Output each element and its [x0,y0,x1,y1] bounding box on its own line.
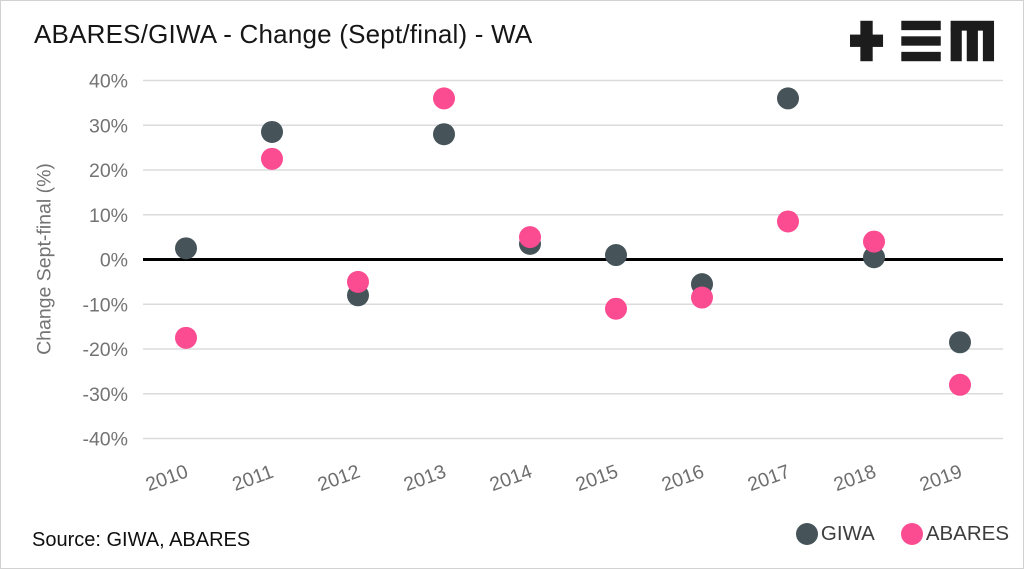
point-abares-2012 [347,270,369,293]
x-tick-label: 2010 [143,461,191,497]
point-giwa-2019 [949,331,971,354]
x-tick-label: 2013 [401,461,449,497]
y-tick-label: 30% [89,115,128,137]
point-giwa-2017 [777,87,799,110]
e-glyph [901,20,941,62]
point-abares-2010 [175,326,197,349]
point-giwa-2015 [605,244,627,267]
point-giwa-2013 [433,123,455,146]
x-tick-label: 2011 [229,461,276,496]
y-tick-label: 20% [89,160,128,182]
x-tick-label: 2016 [659,461,707,497]
chart-title: ABARES/GIWA - Change (Sept/final) - WA [34,19,533,49]
y-tick-label: -40% [82,429,128,451]
point-abares-2018 [863,230,885,253]
point-abares-2015 [605,297,627,320]
legend-label-abares: ABARES [925,522,1009,545]
x-tick-label: 2018 [831,461,879,497]
source-text: Source: GIWA, ABARES [32,529,251,551]
x-tick-label: 2014 [487,461,535,497]
x-tick-label: 2012 [315,461,363,497]
giwa-swatch-icon [795,523,818,545]
point-giwa-2011 [261,120,283,143]
point-abares-2014 [519,226,541,249]
y-tick-label: -30% [82,384,128,406]
y-tick-label: 0% [100,250,128,272]
x-tick-label: 2017 [745,461,793,497]
point-giwa-2010 [175,237,197,260]
y-tick-label: 40% [89,71,128,93]
point-giwa-2018 [863,246,885,269]
point-abares-2016 [691,286,713,309]
x-tick-label: 2015 [573,461,621,497]
legend: GIWA ABARES [795,522,1009,546]
tem-logo [850,20,995,62]
plus-glyph [850,20,884,62]
point-abares-2017 [777,210,799,233]
point-abares-2011 [261,147,283,170]
y-tick-label: -20% [82,339,128,361]
point-abares-2019 [949,373,971,396]
abares-swatch-icon [900,523,923,545]
legend-item-giwa: GIWA [795,522,875,546]
point-abares-2013 [433,87,455,110]
legend-label-giwa: GIWA [820,522,875,545]
y-tick-label: -10% [82,294,128,316]
x-tick-label: 2019 [917,461,965,497]
legend-item-abares: ABARES [900,522,1009,546]
m-glyph [950,20,995,62]
y-tick-label: 10% [89,205,128,227]
tem-logo-glyphs [850,20,995,62]
